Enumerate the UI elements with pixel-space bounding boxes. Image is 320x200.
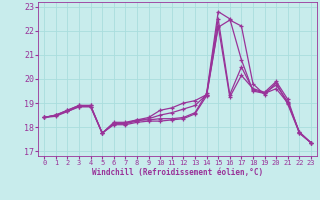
X-axis label: Windchill (Refroidissement éolien,°C): Windchill (Refroidissement éolien,°C): [92, 168, 263, 177]
